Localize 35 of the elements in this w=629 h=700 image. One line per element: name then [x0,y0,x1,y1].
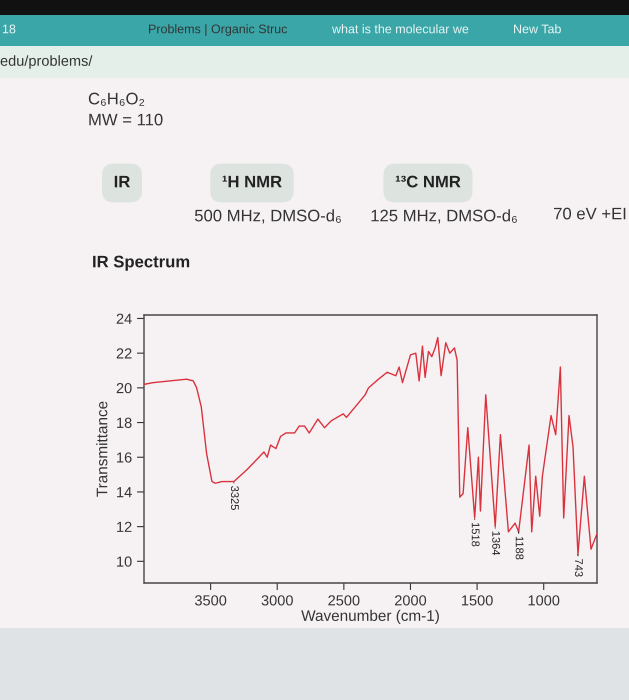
text: 125 MHz, DMSO-d₆ [372,209,517,224]
x-tick-label: 3000 [262,595,293,606]
text: ¹H NMR [222,176,282,188]
annotation: 743 [574,559,583,577]
text: edu/problems/ [0,55,92,69]
text: what is the molecular we [332,24,468,34]
x-tick-label: 1000 [528,595,560,606]
text: MW = 110 [89,114,163,126]
x-tick-label: 2500 [328,595,360,606]
annotation: 1518 [472,522,480,546]
x-tick-label: 2000 [394,595,426,606]
y-tick-label: 10 [117,556,132,567]
y-tick-label: 24 [116,314,132,324]
annotation: 1188 [516,536,524,560]
annotation: 1364 [492,532,500,556]
y-tick-label: 20 [116,382,132,394]
chart-title: IR Spectrum [93,256,190,271]
text: 70 eV +EI [554,208,626,220]
x-axis-title: Wavenumber (cm-1) [301,610,439,624]
y-tick-label: 18 [117,418,132,428]
x-tick-label: 1500 [462,595,493,606]
text: Problems | Organic Struc [149,24,288,36]
text: 18 [2,24,16,34]
y-axis-title: Transmittance [96,402,108,497]
y-tick-label: 22 [116,348,132,358]
y-tick-label: 16 [117,452,132,463]
text: IR [114,176,130,188]
text: New Tab [514,24,561,34]
annotation: 3325 [230,486,239,510]
y-tick-label: 14 [117,487,132,498]
y-tick-label: 12 [117,522,132,532]
text: 500 MHz, DMSO-d₆ [194,209,341,224]
x-tick-label: 3500 [194,595,226,606]
text: ¹³C NMR [396,176,461,188]
text: C₆H₆O₂ [88,92,144,106]
